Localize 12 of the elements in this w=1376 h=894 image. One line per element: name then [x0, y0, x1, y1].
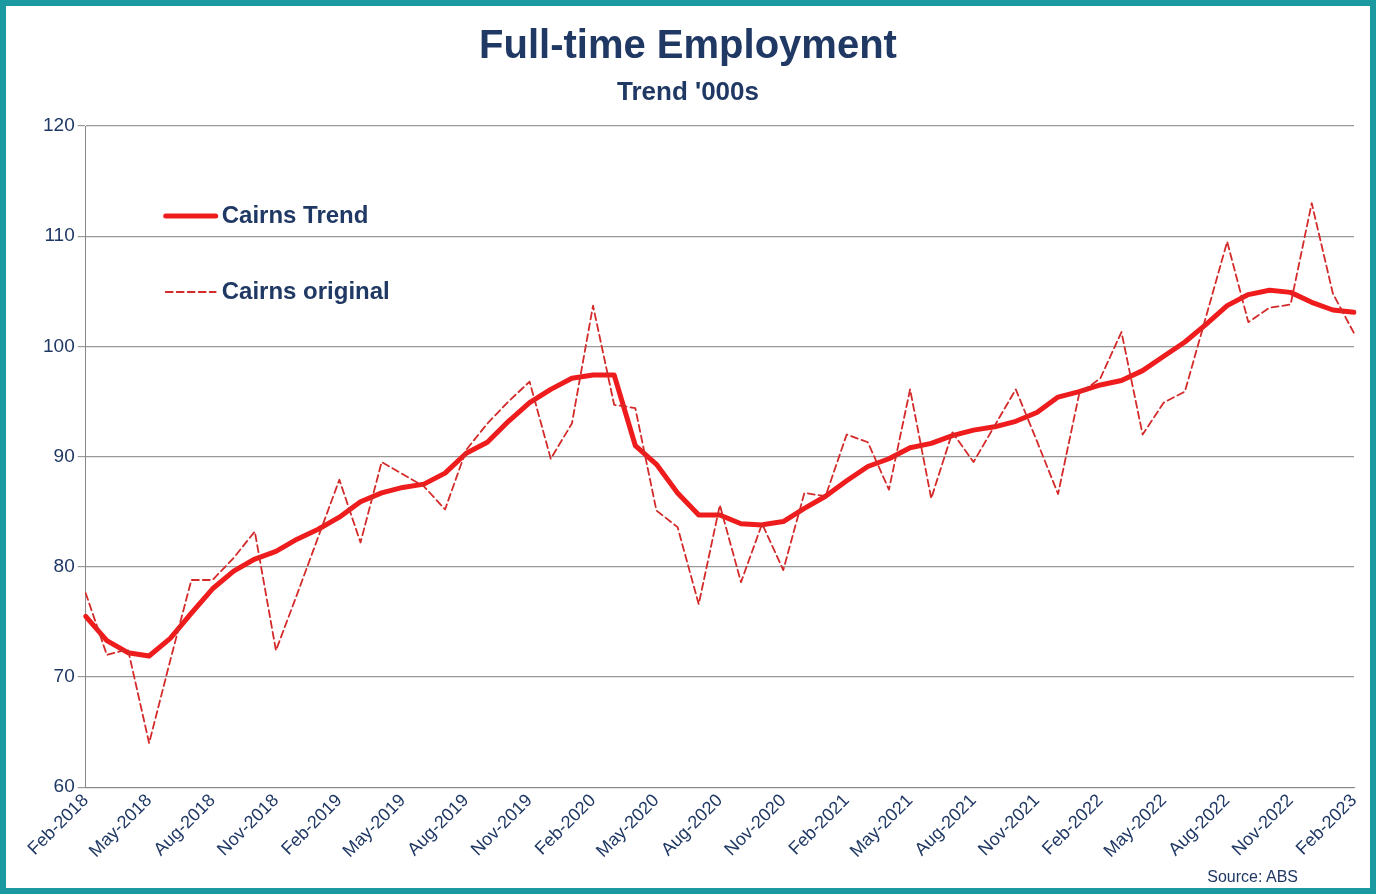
y-tick-label: 100 — [43, 334, 75, 356]
y-tick-label: 110 — [44, 224, 75, 246]
source-note: Source: ABS — [1207, 868, 1298, 886]
chart-subtitle: Trend '000s — [615, 76, 760, 107]
y-tick-label: 90 — [53, 444, 75, 466]
y-tick-label: 60 — [53, 775, 75, 797]
y-tick-label: 80 — [53, 554, 75, 576]
legend-label: Cairns Trend — [221, 200, 369, 228]
chart-title: Full-time Employment — [478, 22, 898, 67]
legend-label: Cairns original — [221, 276, 390, 304]
y-tick-label: 120 — [43, 114, 75, 136]
y-tick-label: 70 — [53, 665, 75, 687]
